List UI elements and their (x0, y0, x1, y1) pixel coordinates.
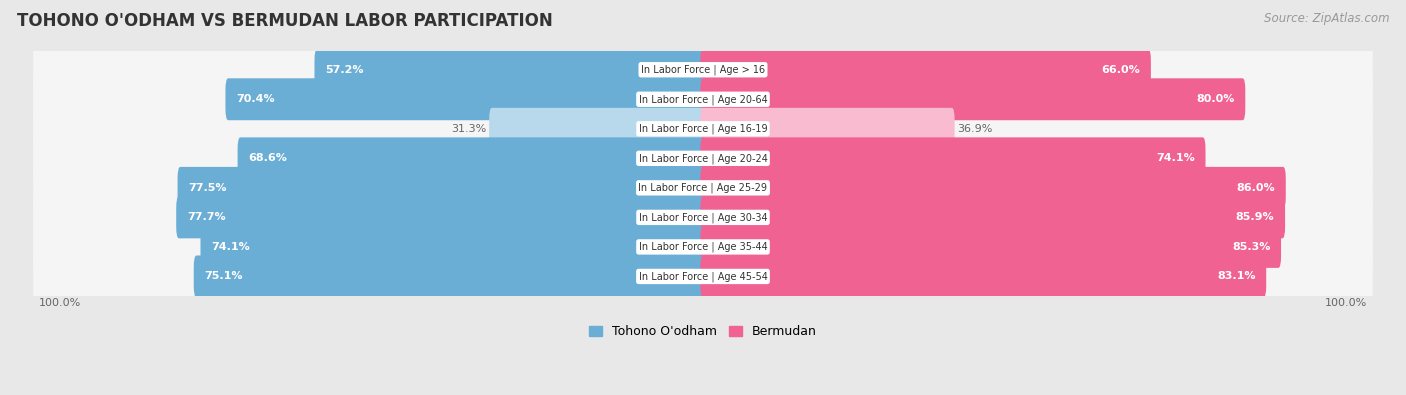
FancyBboxPatch shape (34, 118, 1372, 198)
Text: In Labor Force | Age 20-64: In Labor Force | Age 20-64 (638, 94, 768, 105)
FancyBboxPatch shape (177, 167, 706, 209)
Text: 85.9%: 85.9% (1236, 213, 1274, 222)
Text: In Labor Force | Age 35-44: In Labor Force | Age 35-44 (638, 242, 768, 252)
FancyBboxPatch shape (194, 256, 706, 297)
FancyBboxPatch shape (34, 148, 1372, 228)
FancyBboxPatch shape (700, 108, 955, 150)
Text: In Labor Force | Age 20-24: In Labor Force | Age 20-24 (638, 153, 768, 164)
FancyBboxPatch shape (700, 256, 1267, 297)
Text: 100.0%: 100.0% (38, 298, 82, 308)
Text: 68.6%: 68.6% (249, 153, 287, 163)
Text: 74.1%: 74.1% (211, 242, 250, 252)
Text: 80.0%: 80.0% (1197, 94, 1234, 104)
FancyBboxPatch shape (700, 78, 1246, 120)
Text: Source: ZipAtlas.com: Source: ZipAtlas.com (1264, 12, 1389, 25)
Text: 77.5%: 77.5% (188, 183, 226, 193)
FancyBboxPatch shape (700, 226, 1281, 268)
FancyBboxPatch shape (700, 137, 1205, 179)
FancyBboxPatch shape (238, 137, 706, 179)
Text: 70.4%: 70.4% (236, 94, 274, 104)
FancyBboxPatch shape (700, 49, 1152, 91)
FancyBboxPatch shape (315, 49, 706, 91)
Legend: Tohono O'odham, Bermudan: Tohono O'odham, Bermudan (585, 320, 821, 343)
Text: 31.3%: 31.3% (451, 124, 486, 134)
Text: 83.1%: 83.1% (1218, 271, 1256, 282)
Text: 77.7%: 77.7% (187, 213, 225, 222)
FancyBboxPatch shape (34, 178, 1372, 257)
Text: 75.1%: 75.1% (204, 271, 243, 282)
FancyBboxPatch shape (201, 226, 706, 268)
Text: In Labor Force | Age 45-54: In Labor Force | Age 45-54 (638, 271, 768, 282)
FancyBboxPatch shape (225, 78, 706, 120)
FancyBboxPatch shape (34, 30, 1372, 109)
FancyBboxPatch shape (34, 237, 1372, 316)
Text: In Labor Force | Age 16-19: In Labor Force | Age 16-19 (638, 124, 768, 134)
Text: 85.3%: 85.3% (1232, 242, 1270, 252)
Text: 66.0%: 66.0% (1101, 65, 1140, 75)
FancyBboxPatch shape (34, 89, 1372, 169)
FancyBboxPatch shape (34, 60, 1372, 139)
Text: 100.0%: 100.0% (1324, 298, 1368, 308)
FancyBboxPatch shape (700, 167, 1285, 209)
Text: In Labor Force | Age > 16: In Labor Force | Age > 16 (641, 64, 765, 75)
Text: In Labor Force | Age 30-34: In Labor Force | Age 30-34 (638, 212, 768, 223)
FancyBboxPatch shape (34, 207, 1372, 287)
FancyBboxPatch shape (700, 196, 1285, 238)
FancyBboxPatch shape (489, 108, 706, 150)
Text: TOHONO O'ODHAM VS BERMUDAN LABOR PARTICIPATION: TOHONO O'ODHAM VS BERMUDAN LABOR PARTICI… (17, 12, 553, 30)
Text: In Labor Force | Age 25-29: In Labor Force | Age 25-29 (638, 182, 768, 193)
FancyBboxPatch shape (176, 196, 706, 238)
Text: 36.9%: 36.9% (957, 124, 993, 134)
Text: 86.0%: 86.0% (1236, 183, 1275, 193)
Text: 57.2%: 57.2% (325, 65, 364, 75)
Text: 74.1%: 74.1% (1156, 153, 1195, 163)
